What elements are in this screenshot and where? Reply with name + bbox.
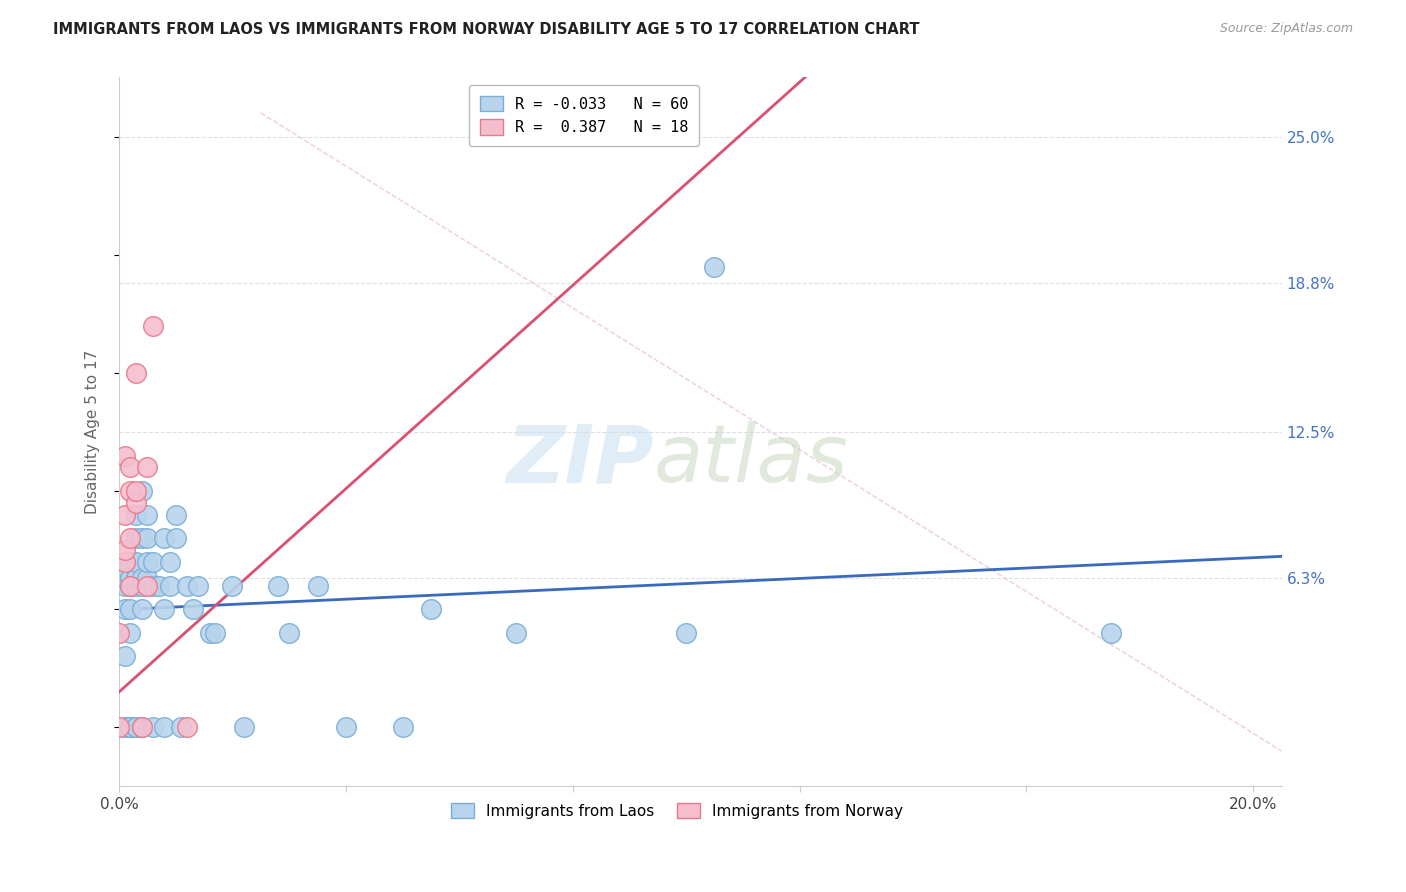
Text: atlas: atlas [654,421,849,500]
Point [142,720,165,734]
Point [120,572,142,586]
Point [108,625,131,640]
Point [221,578,243,592]
Point [165,531,187,545]
Point [232,720,254,734]
Point [131,602,153,616]
Point [170,720,193,734]
Point [165,508,187,522]
Point [198,625,221,640]
Point [125,531,148,545]
Point [120,460,142,475]
Text: IMMIGRANTS FROM LAOS VS IMMIGRANTS FROM NORWAY DISABILITY AGE 5 TO 17 CORRELATIO: IMMIGRANTS FROM LAOS VS IMMIGRANTS FROM … [53,22,920,37]
Point [114,578,136,592]
Point [120,602,142,616]
Point [114,543,136,558]
Text: Source: ZipAtlas.com: Source: ZipAtlas.com [1219,22,1353,36]
Point [187,578,209,592]
Point [153,531,176,545]
Point [1099,625,1122,640]
Point [125,578,148,592]
Point [114,602,136,616]
Point [120,578,142,592]
Point [120,531,142,545]
Point [114,449,136,463]
Point [142,318,165,333]
Point [125,555,148,569]
Point [131,720,153,734]
Point [125,720,148,734]
Point [125,483,148,498]
Point [176,720,198,734]
Point [153,602,176,616]
Point [114,572,136,586]
Point [131,572,153,586]
Point [120,555,142,569]
Point [675,625,697,640]
Point [108,720,131,734]
Point [136,531,159,545]
Point [136,555,159,569]
Point [307,578,329,592]
Point [131,578,153,592]
Point [108,572,131,586]
Point [114,649,136,664]
Point [159,555,181,569]
Point [142,555,165,569]
Point [131,720,153,734]
Point [125,720,148,734]
Point [125,496,148,510]
Point [120,572,142,586]
Point [114,720,136,734]
Point [120,720,142,734]
Point [136,578,159,592]
Point [267,578,290,592]
Point [181,602,204,616]
Point [142,578,165,592]
Point [136,572,159,586]
Point [136,508,159,522]
Point [204,625,226,640]
Point [176,578,198,592]
Point [153,720,176,734]
Point [703,260,725,274]
Point [120,625,142,640]
Point [114,508,136,522]
Point [125,572,148,586]
Point [125,508,148,522]
Legend: Immigrants from Laos, Immigrants from Norway: Immigrants from Laos, Immigrants from No… [444,797,910,825]
Point [419,602,441,616]
Text: ZIP: ZIP [506,421,654,500]
Point [125,572,148,586]
Point [125,366,148,380]
Y-axis label: Disability Age 5 to 17: Disability Age 5 to 17 [86,350,100,514]
Point [114,555,136,569]
Point [391,720,413,734]
Point [120,483,142,498]
Point [505,625,527,640]
Point [120,720,142,734]
Point [159,578,181,592]
Point [278,625,301,640]
Point [335,720,357,734]
Point [131,531,153,545]
Point [131,483,153,498]
Point [120,578,142,592]
Point [136,460,159,475]
Point [148,578,170,592]
